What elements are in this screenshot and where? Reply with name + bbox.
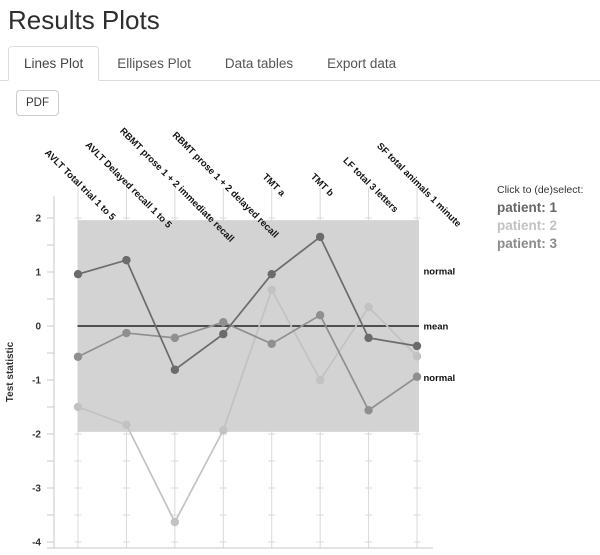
svg-text:SF total animals 1 minute: SF total animals 1 minute [374,141,463,230]
svg-text:-1: -1 [32,376,41,387]
svg-text:Test statistic: Test statistic [5,341,16,402]
legend-title: Click to (de)select: [497,184,584,196]
toolbar: PDF [0,81,600,116]
svg-text:-2: -2 [32,430,41,441]
svg-text:mean: mean [424,322,449,333]
pdf-button[interactable]: PDF [16,90,59,116]
chart-legend: Click to (de)select: patient: 1 patient:… [497,184,583,253]
legend-item-patient-1[interactable]: patient: 1 [497,200,558,215]
tab-lines-plot[interactable]: Lines Plot [8,46,100,81]
svg-text:TMT a: TMT a [260,172,288,200]
svg-text:-3: -3 [32,484,41,495]
legend-item-patient-3[interactable]: patient: 3 [497,236,558,251]
svg-text:normal: normal [424,266,456,277]
svg-text:TMT b: TMT b [308,171,336,199]
tab-ellipses-plot[interactable]: Ellipses Plot [117,56,191,71]
tab-data-tables[interactable]: Data tables [224,56,294,71]
svg-text:normal: normal [424,373,456,384]
svg-text:AVLT Delayed recall 1 to 5: AVLT Delayed recall 1 to 5 [83,140,174,231]
page-title: Results Plots [8,5,160,35]
legend-item-patient-2[interactable]: patient: 2 [497,218,558,233]
svg-text:1: 1 [35,268,41,279]
svg-text:0: 0 [35,322,41,333]
svg-text:2: 2 [35,214,41,225]
tab-bar: Lines Plot Ellipses Plot Data tables Exp… [0,46,600,81]
svg-text:-4: -4 [32,538,41,549]
tab-export-data[interactable]: Export data [327,56,397,71]
